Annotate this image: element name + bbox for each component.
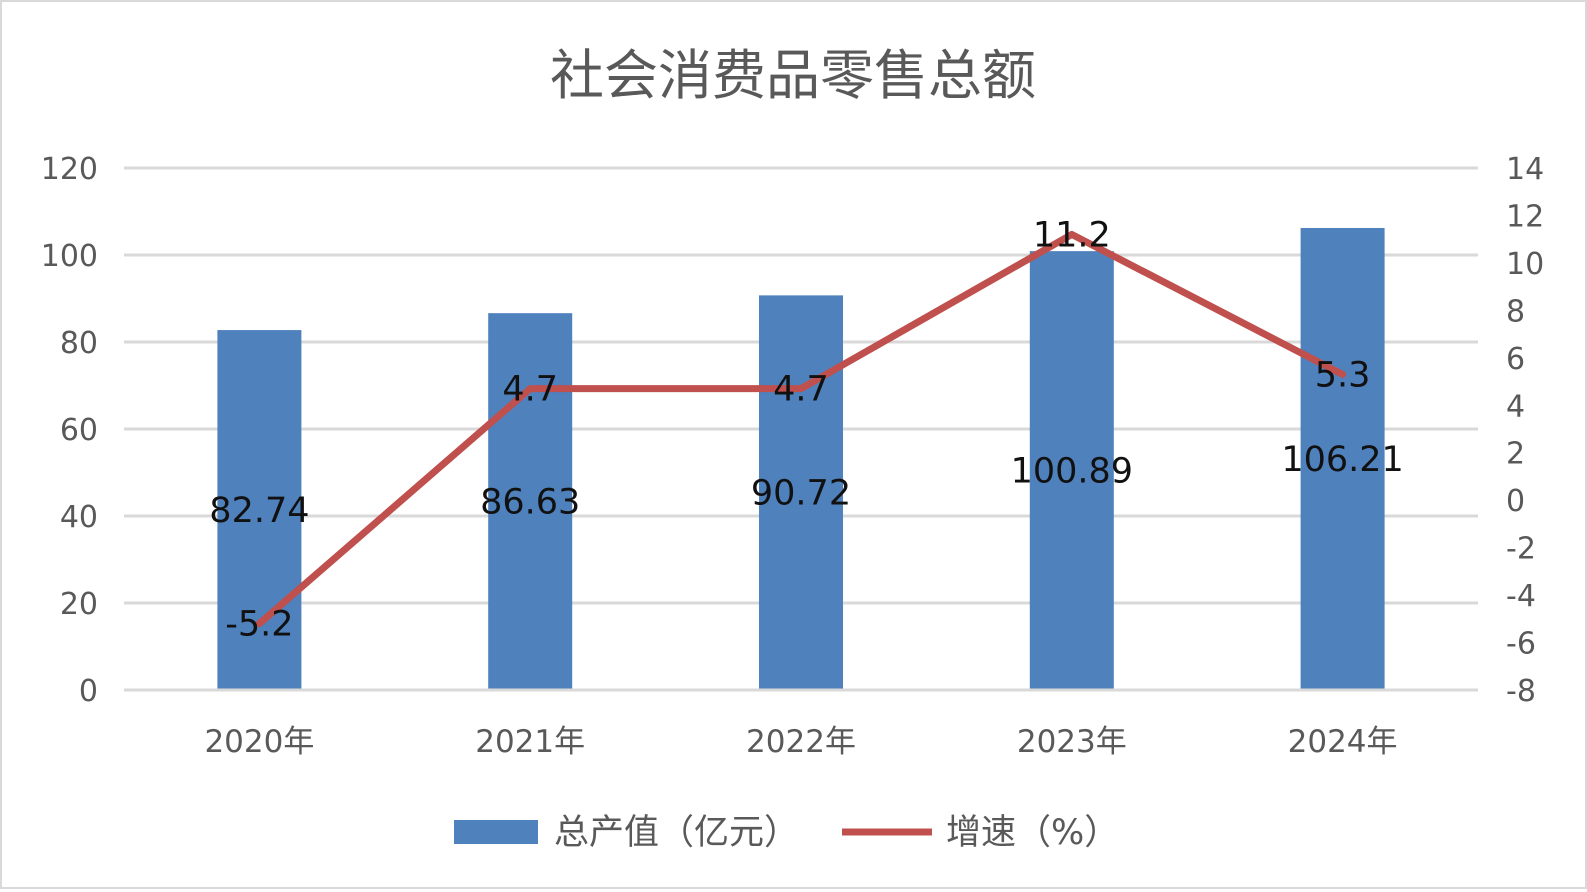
legend: 总产值（亿元） 增速（%） [454, 813, 1119, 853]
bar [217, 330, 302, 690]
right-tick-label: 10 [1506, 247, 1544, 282]
left-tick-label: 40 [60, 500, 98, 535]
left-tick-label: 0 [79, 674, 98, 709]
line-point [527, 385, 534, 392]
line-value-label: 4.7 [773, 370, 829, 410]
line-series [255, 230, 1347, 628]
left-y-axis: 0 20 40 60 80 100 120 [41, 152, 98, 709]
x-tick-label: 2024年 [1288, 724, 1398, 760]
chart-title: 社会消费品零售总额 [550, 44, 1036, 107]
right-tick-label: 4 [1506, 389, 1525, 424]
line-data-labels: -5.2 4.7 4.7 11.2 5.3 [225, 215, 1370, 644]
right-tick-label: -8 [1506, 674, 1536, 709]
bar [1300, 227, 1385, 690]
bar-data-labels: 82.74 86.63 90.72 100.89 106.21 [209, 440, 1404, 531]
x-tick-label: 2021年 [475, 724, 585, 760]
bar-value-label: 90.72 [751, 474, 851, 514]
line-value-label: -5.2 [225, 605, 293, 645]
line-value-label: 5.3 [1315, 355, 1371, 395]
left-tick-label: 100 [41, 239, 98, 274]
bar [1029, 251, 1114, 691]
left-tick-label: 120 [41, 152, 98, 187]
right-tick-label: 12 [1506, 199, 1544, 234]
right-tick-label: -2 [1506, 532, 1536, 567]
bar [488, 313, 573, 690]
x-tick-label: 2020年 [204, 724, 314, 760]
right-tick-label: 0 [1506, 484, 1525, 519]
right-tick-label: 14 [1506, 152, 1544, 187]
legend-bar-swatch [454, 820, 538, 844]
bar-value-label: 86.63 [480, 483, 580, 523]
bar-value-label: 100.89 [1011, 452, 1133, 492]
line-point [256, 620, 263, 627]
line-point [1068, 231, 1075, 238]
line-point [798, 385, 804, 392]
left-tick-label: 20 [60, 587, 98, 622]
legend-line-label: 增速（%） [946, 813, 1119, 853]
right-tick-label: 2 [1506, 437, 1525, 472]
right-tick-label: -6 [1506, 627, 1536, 662]
bar-value-label: 106.21 [1281, 440, 1403, 480]
left-tick-label: 60 [60, 413, 98, 448]
right-tick-label: 6 [1506, 342, 1525, 377]
x-axis: 2020年 2021年 2022年 2023年 2024年 [124, 688, 1478, 760]
left-tick-label: 80 [60, 326, 98, 361]
line-value-label: 4.7 [502, 370, 558, 410]
right-y-axis: -8 -6 -4 -2 0 2 4 6 8 10 12 14 [1506, 152, 1544, 709]
right-tick-label: 8 [1506, 294, 1525, 329]
right-tick-label: -4 [1506, 579, 1536, 614]
legend-bar-label: 总产值（亿元） [554, 813, 799, 853]
line-point [1339, 371, 1346, 378]
x-tick-label: 2022年 [746, 724, 856, 760]
x-tick-label: 2023年 [1017, 724, 1127, 760]
bar-value-label: 82.74 [209, 491, 309, 531]
bar [759, 295, 843, 690]
bar-series [217, 227, 1385, 691]
line-value-label: 11.2 [1033, 215, 1111, 255]
